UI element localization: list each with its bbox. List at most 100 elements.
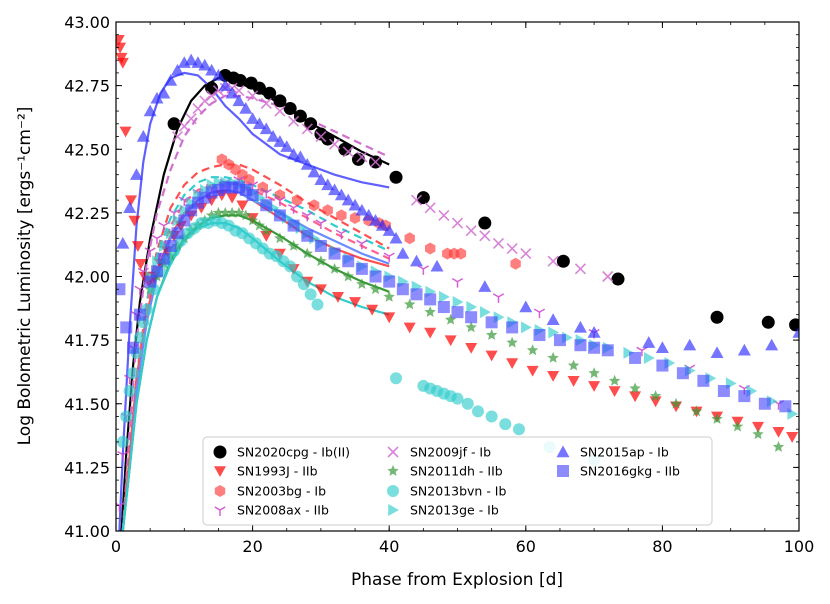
- data-point: [424, 202, 436, 214]
- data-point: [444, 335, 457, 347]
- data-point: [164, 74, 178, 86]
- data-point: [765, 338, 779, 351]
- data-point: [588, 367, 600, 379]
- data-point: [588, 341, 601, 354]
- legend-marker: [213, 445, 227, 459]
- data-point: [304, 117, 318, 131]
- x-tick-label: 100: [784, 537, 815, 556]
- series-sn2016gkg-iib: [116, 181, 792, 413]
- data-point: [179, 204, 191, 217]
- y-tick-label: 43.00: [64, 13, 110, 32]
- data-point: [331, 292, 344, 303]
- data-point: [335, 229, 347, 240]
- data-point: [499, 418, 512, 431]
- data-point: [314, 239, 327, 252]
- legend-label: SN2013bvn - Ib: [410, 484, 506, 499]
- data-point: [152, 255, 163, 268]
- y-tick-label: 42.75: [64, 77, 110, 96]
- data-point: [533, 329, 546, 342]
- data-point: [119, 126, 132, 138]
- data-point: [465, 225, 477, 237]
- data-point: [297, 278, 310, 291]
- data-point: [772, 441, 785, 452]
- legend-marker: [387, 465, 399, 476]
- data-point: [246, 214, 259, 226]
- data-point: [451, 217, 464, 229]
- data-point: [676, 367, 689, 380]
- data-point: [158, 221, 170, 232]
- data-point: [690, 405, 703, 417]
- data-point: [761, 315, 775, 329]
- data-point: [355, 262, 368, 275]
- data-point: [341, 193, 355, 206]
- data-point: [649, 390, 662, 401]
- data-point: [288, 115, 300, 127]
- data-point: [240, 209, 252, 221]
- data-point: [205, 81, 219, 95]
- x-axis-label: Phase from Explosion [d]: [351, 570, 563, 590]
- data-point: [284, 260, 297, 273]
- data-point: [506, 321, 519, 334]
- data-point: [260, 188, 272, 199]
- data-point: [116, 501, 126, 512]
- data-point: [315, 219, 327, 230]
- data-point: [547, 370, 560, 382]
- y-tick-label: 41.75: [64, 331, 110, 350]
- data-point: [629, 391, 642, 403]
- data-point: [314, 284, 327, 296]
- data-point: [789, 318, 799, 332]
- data-point: [120, 410, 133, 423]
- data-point: [283, 102, 297, 116]
- data-point: [315, 130, 327, 143]
- data-point: [533, 308, 546, 319]
- data-point: [232, 94, 246, 107]
- data-point: [383, 252, 395, 263]
- legend-marker: [387, 485, 399, 497]
- data-point: [257, 181, 268, 194]
- data-point: [731, 420, 744, 432]
- data-point: [465, 311, 478, 324]
- data-point: [410, 288, 423, 301]
- data-point: [383, 275, 396, 288]
- data-point: [321, 132, 335, 146]
- data-point: [369, 156, 382, 168]
- data-point: [587, 325, 601, 338]
- legend-label: SN2009jf - Ib: [410, 445, 491, 460]
- data-point: [123, 385, 136, 398]
- data-point: [485, 410, 498, 423]
- series-sn2009jf-ib: [171, 82, 614, 283]
- data-point: [471, 405, 484, 418]
- data-point: [383, 290, 395, 302]
- data-point: [125, 195, 138, 207]
- series-sn2013bvn-ib: [116, 214, 601, 466]
- data-point: [623, 346, 635, 359]
- legend-marker: [557, 465, 569, 477]
- data-point: [301, 247, 313, 259]
- data-point: [547, 255, 559, 267]
- model-curve-sn2009jf-model: [121, 94, 390, 531]
- data-point: [247, 90, 259, 102]
- legend-label: SN2011dh - IIb: [410, 464, 503, 479]
- data-point: [260, 199, 273, 212]
- y-tick-label: 41.00: [64, 522, 110, 541]
- data-point: [567, 359, 580, 371]
- data-point: [336, 209, 347, 222]
- data-point: [611, 272, 625, 286]
- data-point: [137, 267, 149, 278]
- data-point: [184, 53, 198, 66]
- series-sn2003bg-ib: [216, 153, 521, 270]
- data-point: [328, 183, 342, 196]
- legend-label: SN1993J - IIb: [237, 464, 318, 479]
- data-point: [244, 173, 255, 186]
- data-point: [629, 351, 642, 364]
- legend-label: SN2003bg - Ib: [237, 484, 326, 499]
- data-point: [165, 227, 177, 240]
- data-point: [164, 239, 177, 252]
- data-point: [786, 432, 799, 443]
- data-point: [304, 288, 317, 301]
- data-point: [287, 204, 300, 214]
- data-point: [710, 310, 724, 324]
- data-point: [116, 236, 130, 249]
- data-point: [198, 58, 212, 71]
